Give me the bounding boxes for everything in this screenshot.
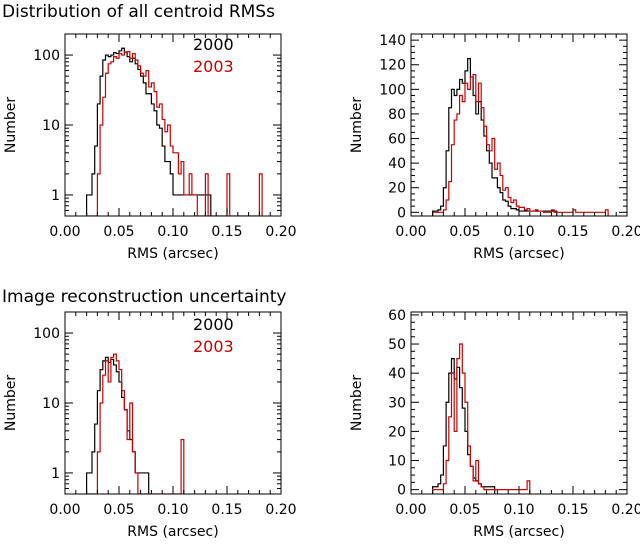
panel-3: 0.00 0.05 0.10 0.15 0.20 1 10 100 RMS (arcsec) Nu… — [2, 287, 297, 540]
panel-title: Image reconstruction uncertainty — [2, 287, 287, 307]
x-tick-label: 0.00 — [395, 502, 426, 518]
x-tick-label: 0.05 — [449, 502, 480, 518]
panel-title: Distribution of all centroid RMSs — [2, 2, 275, 22]
x-tick-label: 0.20 — [265, 502, 296, 518]
y-tick-label: 30 — [388, 395, 406, 411]
y-axis-label: Number — [3, 97, 19, 153]
y-tick-label: 60 — [388, 132, 406, 148]
y-tick-label: 10 — [42, 118, 60, 134]
x-tick-label: 0.05 — [103, 224, 134, 240]
y-tick-label: 20 — [388, 424, 406, 440]
legend-entry-2003: 2003 — [193, 337, 234, 356]
series-2000 — [85, 47, 212, 216]
x-tick-label: 0.00 — [49, 224, 80, 240]
legend-entry-2000: 2000 — [193, 315, 234, 334]
x-tick-label: 0.20 — [265, 224, 296, 240]
y-tick-label: 40 — [388, 366, 406, 382]
y-tick-label: 100 — [33, 48, 60, 64]
y-tick-label: 60 — [388, 308, 406, 324]
y-tick-label: 20 — [388, 181, 406, 197]
y-tick-label: 10 — [42, 396, 60, 412]
y-axis-label: Number — [349, 375, 365, 431]
series-2003 — [432, 73, 609, 216]
y-tick-label: 40 — [388, 156, 406, 172]
x-axis-label: RMS (arcsec) — [473, 246, 564, 262]
legend-entry-2003: 2003 — [193, 57, 234, 76]
y-tick-label: 120 — [379, 58, 406, 74]
y-tick-label: 10 — [388, 454, 406, 470]
x-tick-label: 0.05 — [449, 224, 480, 240]
series-2000 — [432, 57, 558, 216]
series-2000 — [85, 356, 150, 494]
x-axis-label: RMS (arcsec) — [473, 524, 564, 540]
x-tick-label: 0.10 — [503, 502, 534, 518]
x-tick-label: 0.15 — [557, 502, 588, 518]
x-tick-label: 0.10 — [157, 224, 188, 240]
x-tick-label: 0.00 — [395, 224, 426, 240]
panel-2: 0.00 0.05 0.10 0.15 0.20 0 20 40 60 80 100 120 140 RM… — [349, 33, 640, 262]
x-tick-label: 0.00 — [49, 502, 80, 518]
panel-4: 0.00 0.05 0.10 0.15 0.20 0 10 20 30 40 50 60 RMS (ar… — [349, 308, 640, 540]
x-tick-label: 0.10 — [157, 502, 188, 518]
x-tick-label: 0.05 — [103, 502, 134, 518]
series-2003 — [86, 51, 263, 216]
series-2003 — [432, 343, 531, 494]
x-tick-label: 0.15 — [211, 502, 242, 518]
legend-entry-2000: 2000 — [193, 35, 234, 54]
x-tick-label: 0.10 — [503, 224, 534, 240]
x-tick-label: 0.15 — [557, 224, 588, 240]
panel-1: 0.00 0.05 0.10 0.15 0.20 1 10 100 RMS (arcsec) Nu… — [2, 2, 297, 262]
y-tick-label: 1 — [51, 466, 60, 482]
series-2003 — [86, 353, 185, 494]
y-tick-label: 100 — [33, 326, 60, 342]
x-tick-label: 0.15 — [211, 224, 242, 240]
y-tick-label: 140 — [379, 33, 406, 49]
y-tick-label: 80 — [388, 107, 406, 123]
y-tick-label: 0 — [397, 205, 406, 221]
y-axis-label: Number — [349, 97, 365, 153]
x-tick-label: 0.20 — [611, 502, 640, 518]
x-axis-label: RMS (arcsec) — [127, 524, 218, 540]
y-tick-label: 1 — [51, 188, 60, 204]
x-tick-label: 0.20 — [611, 224, 640, 240]
y-axis-label: Number — [3, 375, 19, 431]
y-tick-label: 100 — [379, 82, 406, 98]
x-axis-label: RMS (arcsec) — [127, 246, 218, 262]
series-2000 — [432, 357, 496, 494]
y-tick-label: 50 — [388, 337, 406, 353]
y-tick-label: 0 — [397, 483, 406, 499]
